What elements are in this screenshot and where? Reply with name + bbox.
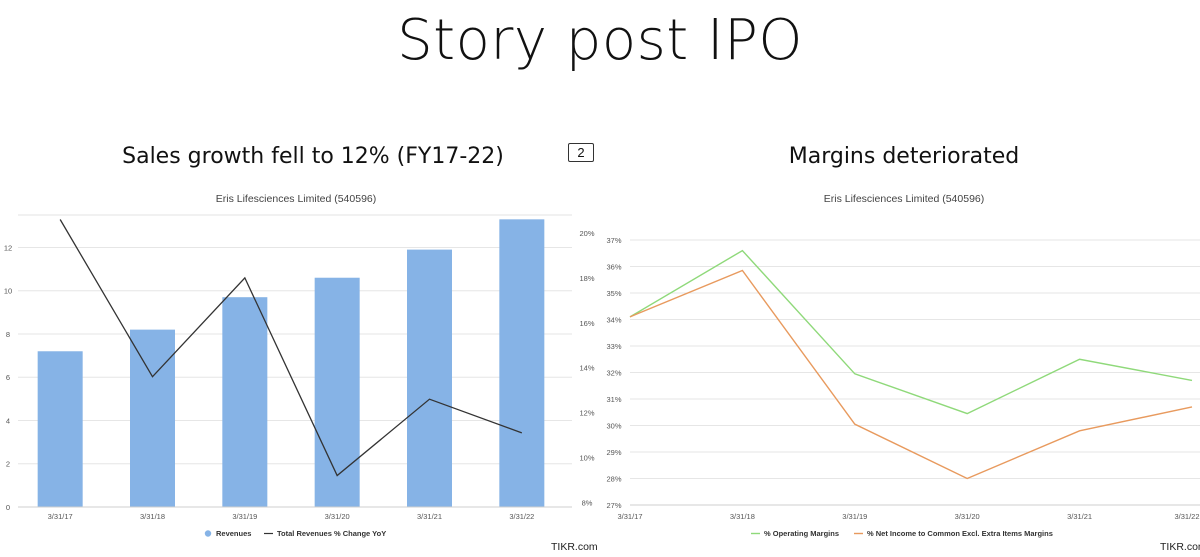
left-y-tick: 10: [4, 287, 12, 296]
right-y-tick: 29%: [606, 448, 621, 457]
revenue-bar: [314, 277, 360, 507]
net-income-margin-line: [629, 269, 1193, 480]
left-y2-tick: 20%: [579, 229, 594, 238]
left-y2-tick: 12%: [579, 409, 594, 418]
left-x-tick: 3/31/17: [48, 512, 73, 521]
revenue-bar: [37, 351, 83, 507]
right-y-tick: 27%: [606, 501, 621, 510]
right-y-tick: 32%: [606, 369, 621, 378]
legend-net-income-label: % Net Income to Common Excl. Extra Items…: [867, 529, 1053, 538]
right-y-tick: 35%: [606, 289, 621, 298]
right-y-tick: 31%: [606, 395, 621, 404]
right-x-tick: 3/31/22: [1174, 512, 1199, 521]
left-y2-tick: 16%: [579, 319, 594, 328]
right-x-tick: 3/31/17: [617, 512, 642, 521]
operating-margin-line: [629, 249, 1193, 415]
left-y-tick: 2: [6, 460, 10, 469]
right-x-tick: 3/31/18: [730, 512, 755, 521]
legend-operating-label: % Operating Margins: [764, 529, 839, 538]
left-x-tick: 3/31/20: [325, 512, 350, 521]
revenue-growth-line: [59, 219, 523, 477]
left-y-tick: 4: [6, 416, 10, 425]
slide-title: Story post IPO: [397, 8, 803, 73]
right-x-tick: 3/31/19: [842, 512, 867, 521]
revenue-bar: [499, 219, 545, 507]
left-x-tick: 3/31/19: [232, 512, 257, 521]
left-y-tick: 0: [6, 503, 10, 512]
left-y-tick: 8: [6, 330, 10, 339]
left-chart-heading: Sales growth fell to 12% (FY17-22): [122, 144, 504, 169]
revenue-bar: [130, 329, 175, 507]
page-number-badge: 2: [568, 143, 594, 162]
right-y-tick: 33%: [606, 342, 621, 351]
left-y-tick: 12: [4, 243, 12, 252]
legend-growth-label: Total Revenues % Change YoY: [277, 529, 386, 538]
right-y-tick: 37%: [606, 236, 621, 245]
right-y-tick: 34%: [606, 316, 621, 325]
legend-revenues-label: Revenues: [216, 529, 251, 538]
left-chart-subtitle: Eris Lifesciences Limited (540596): [215, 193, 377, 205]
right-x-tick: 3/31/21: [1067, 512, 1092, 521]
left-x-tick: 3/31/21: [417, 512, 442, 521]
left-source-label: TIKR.com: [551, 541, 598, 553]
right-chart-heading: Margins deteriorated: [788, 144, 1020, 169]
left-y2-tick: 8%: [582, 499, 593, 508]
left-y2-tick: 18%: [579, 274, 594, 283]
legend-revenues-swatch: [204, 530, 212, 537]
left-x-tick: 3/31/22: [509, 512, 534, 521]
right-y-tick: 36%: [606, 263, 621, 272]
left-y2-tick: 10%: [579, 454, 594, 463]
left-y-tick: 6: [6, 373, 10, 382]
left-x-tick: 3/31/18: [140, 512, 165, 521]
revenue-bar: [407, 249, 452, 507]
right-chart-subtitle: Eris Lifesciences Limited (540596): [823, 193, 985, 205]
right-y-tick: 30%: [606, 422, 621, 431]
right-source-label: TIKR.com: [1160, 541, 1200, 553]
right-y-tick: 28%: [606, 475, 621, 484]
revenue-bar: [222, 297, 268, 507]
left-y2-tick: 14%: [579, 364, 594, 373]
right-x-tick: 3/31/20: [955, 512, 980, 521]
